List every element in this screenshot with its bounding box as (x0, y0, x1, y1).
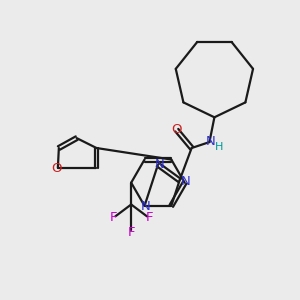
Text: F: F (128, 226, 135, 239)
Text: O: O (52, 162, 62, 175)
Text: N: N (181, 175, 190, 188)
Text: N: N (155, 158, 165, 171)
Text: O: O (172, 123, 182, 136)
Text: H: H (215, 142, 224, 152)
Text: F: F (110, 211, 117, 224)
Text: N: N (141, 200, 150, 213)
Text: F: F (145, 211, 153, 224)
Text: N: N (206, 135, 215, 148)
